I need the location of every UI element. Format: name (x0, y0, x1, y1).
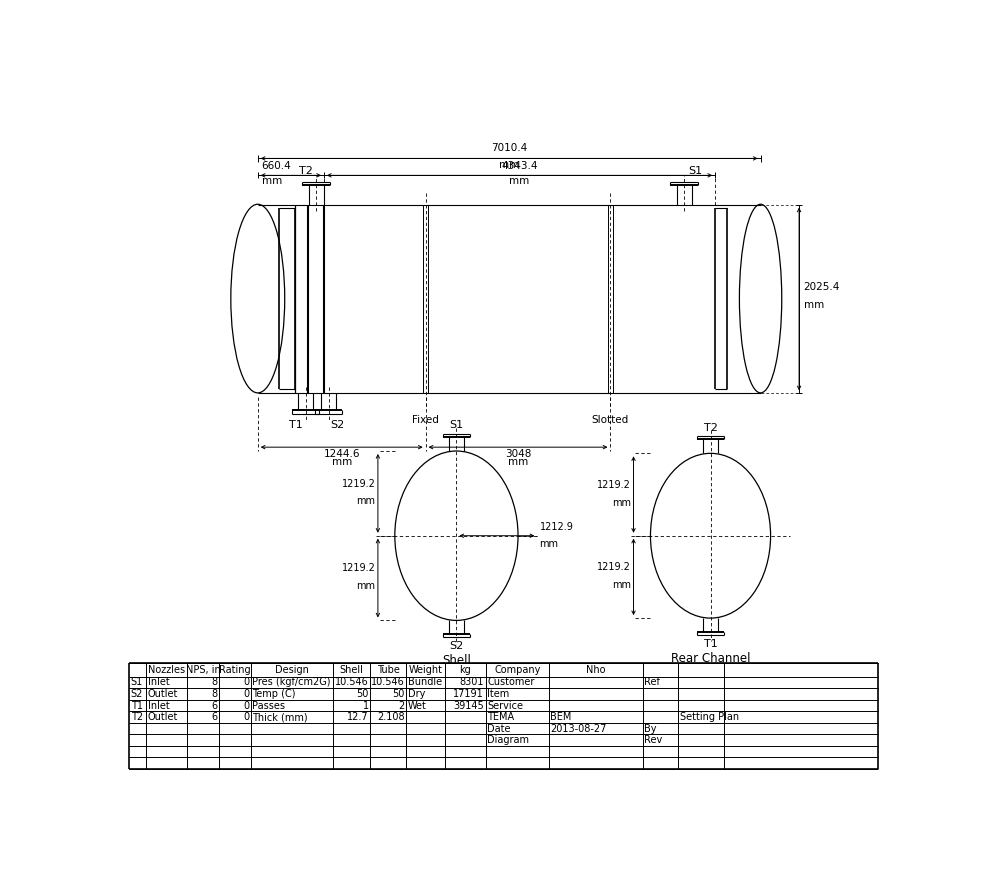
Text: T1: T1 (131, 700, 143, 711)
Text: Design: Design (275, 665, 309, 675)
Text: Shell: Shell (340, 665, 364, 675)
Text: By: By (644, 724, 657, 733)
Text: NPS, in: NPS, in (186, 665, 220, 675)
Text: 0: 0 (243, 678, 250, 687)
Text: Outlet: Outlet (147, 689, 178, 699)
Text: Temp (C): Temp (C) (253, 689, 296, 699)
Text: 7010.4: 7010.4 (492, 143, 527, 153)
Text: Rating: Rating (219, 665, 251, 675)
Text: mm: mm (804, 300, 824, 310)
Text: Rear Channel: Rear Channel (670, 652, 750, 665)
Text: Setting Plan: Setting Plan (679, 712, 739, 722)
Text: Nho: Nho (586, 665, 606, 675)
Text: mm: mm (612, 580, 631, 590)
Text: Inlet: Inlet (147, 678, 169, 687)
Text: T2: T2 (704, 422, 718, 433)
Text: 0: 0 (243, 700, 250, 711)
Text: 50: 50 (356, 689, 369, 699)
Text: Diagram: Diagram (488, 735, 529, 746)
Text: Item: Item (488, 689, 509, 699)
Text: BEM: BEM (550, 712, 572, 722)
Text: 2013-08-27: 2013-08-27 (550, 724, 607, 733)
Text: Passes: Passes (253, 700, 285, 711)
Text: S1: S1 (688, 166, 702, 176)
Text: 6: 6 (211, 712, 217, 722)
Text: 0: 0 (243, 712, 250, 722)
Text: Ref: Ref (644, 678, 661, 687)
Text: Tube: Tube (376, 665, 400, 675)
Text: kg: kg (459, 665, 471, 675)
Text: Weight: Weight (409, 665, 442, 675)
Text: Pres (kgf/cm2G): Pres (kgf/cm2G) (253, 678, 331, 687)
Text: 2: 2 (398, 700, 405, 711)
Text: 1244.6: 1244.6 (323, 449, 360, 459)
Text: Slotted: Slotted (592, 415, 629, 425)
Text: 50: 50 (392, 689, 405, 699)
Text: Rev: Rev (644, 735, 663, 746)
Text: 1219.2: 1219.2 (598, 480, 631, 490)
Text: T1: T1 (289, 420, 303, 430)
Text: 10.546: 10.546 (372, 678, 405, 687)
Text: mm: mm (261, 176, 282, 186)
Text: Wet: Wet (408, 700, 427, 711)
Text: 660.4: 660.4 (261, 161, 291, 171)
Text: 6: 6 (211, 700, 217, 711)
Text: 1: 1 (363, 700, 369, 711)
Text: T2: T2 (300, 166, 314, 176)
Text: Thick (mm): Thick (mm) (253, 712, 308, 722)
Text: mm: mm (540, 539, 558, 549)
Text: S2: S2 (131, 689, 144, 699)
Text: 1212.9: 1212.9 (540, 522, 573, 532)
Text: Date: Date (488, 724, 511, 733)
Text: mm: mm (357, 581, 376, 591)
Text: 12.7: 12.7 (347, 712, 369, 722)
Text: 1219.2: 1219.2 (342, 564, 376, 573)
Text: 1219.2: 1219.2 (598, 563, 631, 572)
Text: mm: mm (499, 160, 519, 170)
Text: S2: S2 (330, 420, 344, 430)
Text: Outlet: Outlet (147, 712, 178, 722)
Text: 8301: 8301 (460, 678, 485, 687)
Text: S2: S2 (449, 641, 464, 652)
Text: 2025.4: 2025.4 (804, 282, 840, 293)
Text: T1: T1 (704, 639, 718, 649)
Text: mm: mm (508, 457, 528, 467)
Text: mm: mm (331, 457, 352, 467)
Text: S1: S1 (131, 678, 143, 687)
Text: Customer: Customer (488, 678, 535, 687)
Text: Dry: Dry (408, 689, 426, 699)
Text: 4343.4: 4343.4 (501, 161, 538, 171)
Text: Shell: Shell (442, 654, 471, 667)
Text: mm: mm (357, 496, 376, 506)
Text: S1: S1 (449, 420, 464, 430)
Text: 3048: 3048 (505, 449, 531, 459)
Text: Bundle: Bundle (408, 678, 442, 687)
Text: 10.546: 10.546 (335, 678, 369, 687)
Text: TEMA: TEMA (488, 712, 514, 722)
Text: T2: T2 (131, 712, 143, 722)
Text: 8: 8 (211, 689, 217, 699)
Text: mm: mm (509, 176, 530, 186)
Text: 2.108: 2.108 (377, 712, 405, 722)
Text: Company: Company (494, 665, 541, 675)
Text: 8: 8 (211, 678, 217, 687)
Text: Service: Service (488, 700, 523, 711)
Text: 1219.2: 1219.2 (342, 479, 376, 489)
Text: Fixed: Fixed (412, 415, 439, 425)
Text: mm: mm (612, 497, 631, 508)
Text: Nozzles: Nozzles (148, 665, 185, 675)
Text: Inlet: Inlet (147, 700, 169, 711)
Text: 17191: 17191 (453, 689, 485, 699)
Text: 39145: 39145 (453, 700, 485, 711)
Text: 0: 0 (243, 689, 250, 699)
